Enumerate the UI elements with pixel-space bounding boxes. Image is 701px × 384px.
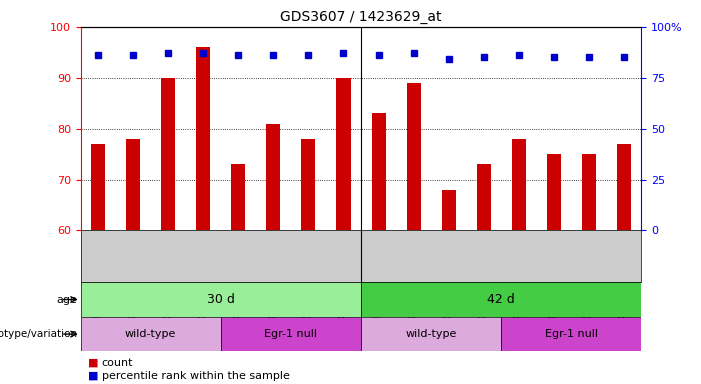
Bar [266, 124, 280, 230]
Bar [617, 144, 631, 230]
Bar [81, 317, 221, 351]
Bar [372, 113, 386, 230]
Bar [477, 164, 491, 230]
Text: Egr-1 null: Egr-1 null [545, 329, 598, 339]
Text: 42 d: 42 d [487, 293, 515, 306]
Bar [196, 47, 210, 230]
Bar [301, 139, 315, 230]
Bar [126, 139, 140, 230]
Bar [221, 317, 361, 351]
Title: GDS3607 / 1423629_at: GDS3607 / 1423629_at [280, 10, 442, 25]
Bar [442, 190, 456, 230]
Bar [501, 317, 641, 351]
Bar [361, 282, 641, 317]
Text: ■: ■ [88, 358, 98, 368]
Text: genotype/variation: genotype/variation [0, 329, 77, 339]
Text: 30 d: 30 d [207, 293, 235, 306]
Text: Egr-1 null: Egr-1 null [264, 329, 318, 339]
Text: age: age [56, 295, 77, 305]
Bar [231, 164, 245, 230]
Text: ■: ■ [88, 371, 98, 381]
Text: percentile rank within the sample: percentile rank within the sample [102, 371, 290, 381]
Bar [81, 282, 361, 317]
Bar [361, 317, 501, 351]
Bar [336, 78, 350, 230]
Bar [407, 83, 421, 230]
Bar [547, 154, 561, 230]
Bar [512, 139, 526, 230]
Bar [161, 78, 175, 230]
Bar [91, 144, 105, 230]
Bar [582, 154, 596, 230]
Text: count: count [102, 358, 133, 368]
Text: wild-type: wild-type [125, 329, 177, 339]
Text: wild-type: wild-type [405, 329, 457, 339]
